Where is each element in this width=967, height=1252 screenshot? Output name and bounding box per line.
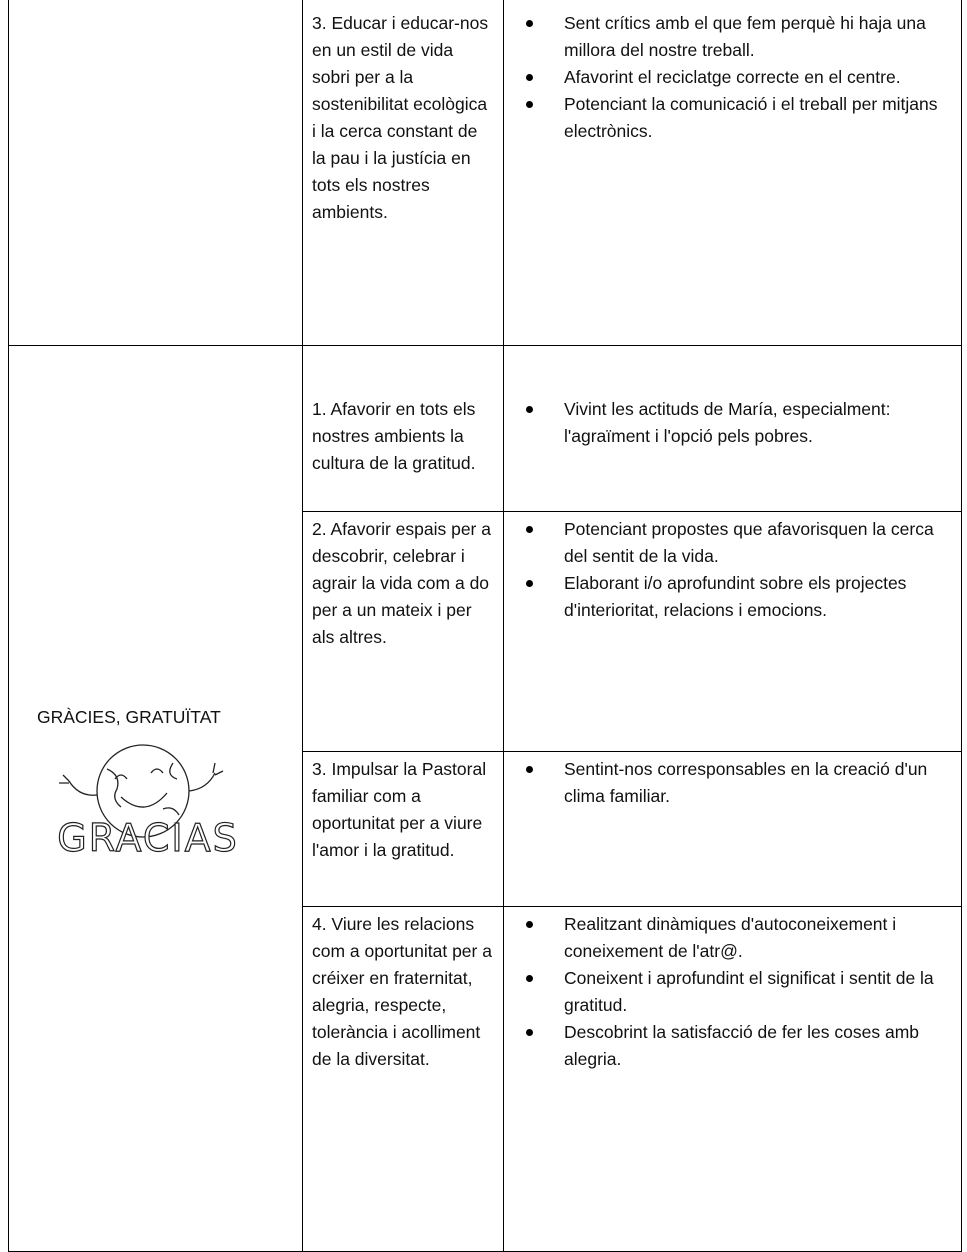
table-row: 3. Impulsar la Pastoral familiar com a o…	[9, 751, 962, 907]
action-list: Realitzant dinàmiques d'autoconeixement …	[512, 911, 953, 1073]
action-list: Sentint-nos corresponsables en la creaci…	[512, 756, 953, 810]
theme-cell: GRÀCIES, GRATUÏTAT GRACIAS	[8, 345, 303, 1252]
theme-cell	[8, 0, 303, 346]
gratitude-illustration: GRACIAS	[57, 744, 239, 861]
action-item: Sentint-nos corresponsables en la creaci…	[526, 756, 953, 810]
actions-cell: Vivint les actituds de María, especialme…	[503, 345, 962, 512]
actions-cell: Potenciant propostes que afavorisquen la…	[503, 511, 962, 752]
action-item: Descobrint la satisfacció de fer les cos…	[526, 1019, 953, 1073]
action-list: Sent crítics amb el que fem perquè hi ha…	[512, 10, 953, 145]
action-item: Afavorint el reciclatge correcte en el c…	[526, 64, 953, 91]
actions-cell: Sentint-nos corresponsables en la creaci…	[503, 751, 962, 907]
action-item: Sent crítics amb el que fem perquè hi ha…	[526, 10, 953, 64]
objective-text: 4. Viure les relacions com a oportunitat…	[312, 914, 492, 1069]
actions-cell: Sent crítics amb el que fem perquè hi ha…	[503, 0, 962, 346]
action-item: Potenciant la comunicació i el treball p…	[526, 91, 953, 145]
objective-cell: 1. Afavorir en tots els nostres ambients…	[302, 345, 504, 512]
objective-cell: 2. Afavorir espais per a descobrir, cele…	[302, 511, 504, 752]
table-row: 2. Afavorir espais per a descobrir, cele…	[9, 511, 962, 752]
objective-cell: 3. Educar i educar-nos en un estil de vi…	[302, 0, 504, 346]
objective-text: 1. Afavorir en tots els nostres ambients…	[312, 399, 476, 473]
action-item: Coneixent i aprofundint el significat i …	[526, 965, 953, 1019]
theme-title: GRÀCIES, GRATUÏTAT	[37, 707, 221, 727]
objective-cell: 3. Impulsar la Pastoral familiar com a o…	[302, 751, 504, 907]
action-item: Realitzant dinàmiques d'autoconeixement …	[526, 911, 953, 965]
action-item: Vivint les actituds de María, especialme…	[526, 396, 953, 450]
actions-cell: Realitzant dinàmiques d'autoconeixement …	[503, 906, 962, 1252]
action-list: Vivint les actituds de María, especialme…	[512, 396, 953, 450]
document-table: 3. Educar i educar-nos en un estil de vi…	[8, 0, 962, 1252]
table-row: 4. Viure les relacions com a oportunitat…	[9, 906, 962, 1252]
table-row: GRÀCIES, GRATUÏTAT GRACIAS 1. Afavorir en …	[8, 345, 962, 1252]
objective-text: 3. Educar i educar-nos en un estil de vi…	[312, 13, 489, 222]
action-item: Elaborant i/o aprofundint sobre els proj…	[526, 570, 953, 624]
action-list: Potenciant propostes que afavorisquen la…	[512, 516, 953, 624]
illustration-text: GRACIAS	[57, 816, 239, 860]
objective-cell: 4. Viure les relacions com a oportunitat…	[302, 906, 504, 1252]
objective-text: 2. Afavorir espais per a descobrir, cele…	[312, 519, 491, 647]
table-row: 3. Educar i educar-nos en un estil de vi…	[8, 0, 962, 346]
action-item: Potenciant propostes que afavorisquen la…	[526, 516, 953, 570]
objective-text: 3. Impulsar la Pastoral familiar com a o…	[312, 759, 487, 860]
table-body: 3. Educar i educar-nos en un estil de vi…	[8, 0, 962, 1252]
